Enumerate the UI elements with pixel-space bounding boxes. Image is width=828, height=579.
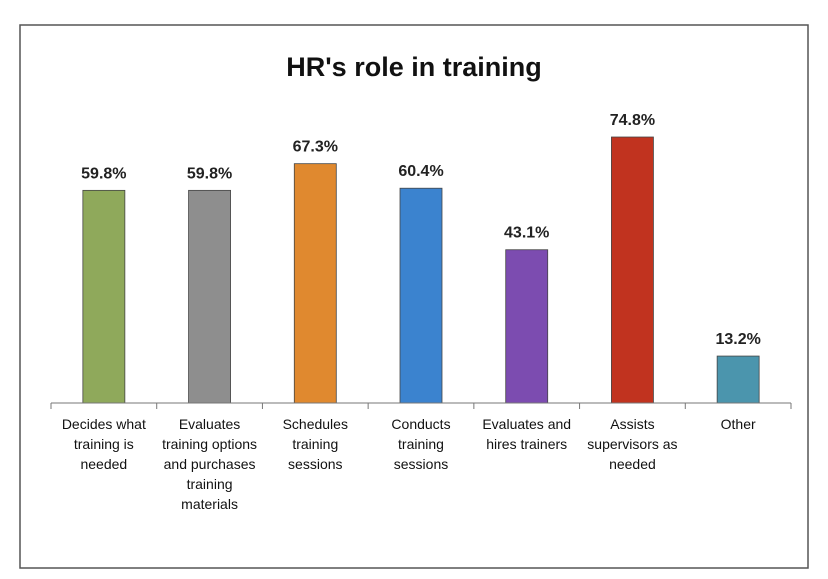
x-tick-label: Assists supervisors as needed: [587, 416, 678, 472]
x-tick-label: Conducts training sessions: [391, 416, 451, 472]
value-label: 59.8%: [81, 165, 126, 182]
bar: [82, 189, 126, 404]
chart-title: HR's role in training: [286, 52, 541, 82]
x-tick-label: Other: [720, 416, 756, 432]
x-tick-label: Decides what training is needed: [61, 416, 146, 472]
bar: [188, 189, 231, 404]
x-tick-label: Evaluates and hires trainers: [482, 416, 572, 452]
value-label: 74.8%: [610, 112, 655, 129]
bar: [399, 187, 443, 404]
value-label: 43.1%: [504, 225, 549, 242]
value-label: 59.8%: [187, 165, 232, 182]
bar: [716, 355, 760, 404]
x-tick-label: Evaluates training options and purchases…: [162, 416, 258, 512]
bar: [611, 136, 654, 404]
value-label: 13.2%: [715, 331, 760, 348]
value-label: 60.4%: [398, 163, 443, 180]
value-label: 67.3%: [293, 139, 338, 156]
x-tick-label: Schedules training sessions: [282, 416, 348, 472]
bar: [293, 163, 337, 404]
bar: [505, 249, 549, 404]
